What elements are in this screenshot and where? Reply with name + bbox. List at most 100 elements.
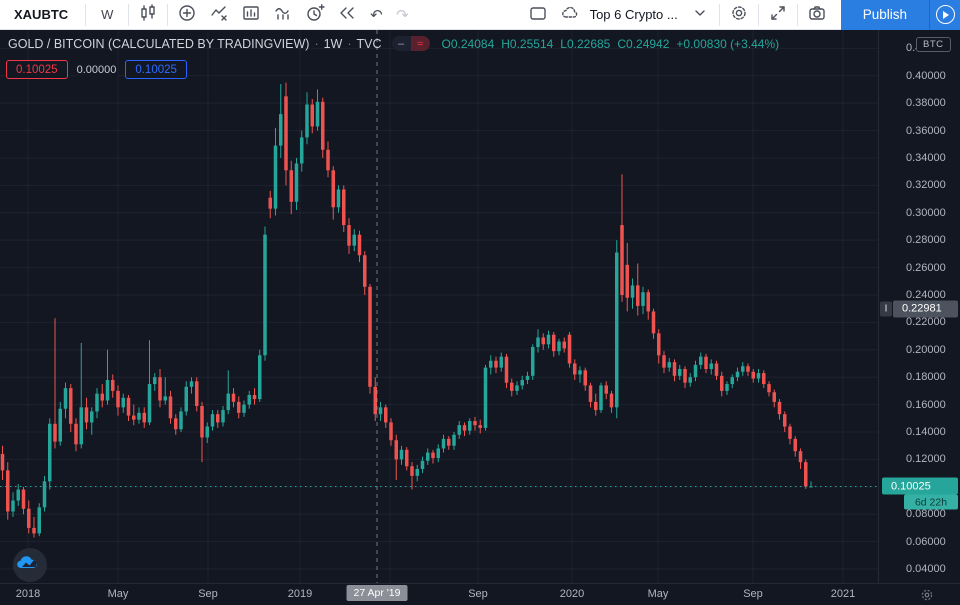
price-tick: 0.22000 <box>906 316 946 329</box>
legend-flags: – ≈ <box>391 36 430 51</box>
financial-metrics-button[interactable] <box>238 2 264 28</box>
ohlc-item: O0.24084 <box>441 36 495 51</box>
cloud-save-button[interactable] <box>557 2 583 28</box>
redo-arrow-icon: ↷ <box>396 6 409 24</box>
crosshair-price-label: 0.22981 <box>893 300 958 318</box>
time-axis-settings-button[interactable] <box>920 588 934 605</box>
toolbar-right: Top 6 Crypto ... Publish <box>522 0 960 30</box>
change-value: +0.00830 (+3.44%) <box>676 36 780 51</box>
crosshair-marker: I <box>880 301 892 317</box>
ohlc-item: C0.24942 <box>617 36 670 51</box>
candles-group <box>0 82 813 538</box>
legend-exchange[interactable]: TVC <box>356 36 382 51</box>
ohlc-values: O0.24084 H0.25514 L0.22685 C0.24942 +0.00830… <box>442 37 787 51</box>
bar-chart-frame-icon <box>241 3 261 26</box>
approx-data-flag[interactable]: ≈ <box>410 36 430 51</box>
toolbar-divider <box>128 3 130 26</box>
publish-divider <box>929 0 930 30</box>
cloud-icon <box>560 3 580 26</box>
legend-interval[interactable]: 1W <box>323 36 343 51</box>
price-tick: 0.12000 <box>906 453 946 466</box>
price-chip-plain[interactable]: 0.00000 <box>74 60 119 79</box>
indicators-button[interactable] <box>206 2 232 28</box>
last-price-label: 0.10025 <box>882 477 958 495</box>
time-axis[interactable]: 2018MaySep2019MaySep2020MaySep202127 Apr… <box>0 583 960 605</box>
price-tick: 0.38000 <box>906 97 946 110</box>
price-tick: 0.28000 <box>906 234 946 247</box>
time-tick: May <box>107 588 129 600</box>
hide-series-button[interactable]: – <box>391 36 411 51</box>
compare-plus-icon <box>177 3 197 26</box>
layout-dropdown-button[interactable] <box>687 2 713 28</box>
chart-type-button[interactable] <box>135 2 161 28</box>
candlestick-chart-icon <box>138 3 158 26</box>
price-tick: 0.16000 <box>906 398 946 411</box>
replay-button[interactable] <box>334 2 360 28</box>
top-toolbar: XAUBTC W ↶ ↷ Top 6 Crypto ... <box>0 0 960 30</box>
layout-name-label[interactable]: Top 6 Crypto ... <box>589 7 678 22</box>
camera-icon <box>807 3 827 26</box>
undo-arrow-icon: ↶ <box>370 6 383 24</box>
chevron-down-icon <box>694 7 706 22</box>
price-chip-red[interactable]: 0.10025 <box>6 60 68 79</box>
price-tick: 0.30000 <box>906 206 946 219</box>
wave-bars-icon <box>273 3 293 26</box>
price-tick: 0.40000 <box>906 69 946 82</box>
snapshot-button[interactable] <box>804 2 830 28</box>
candlestick-chart[interactable] <box>0 30 878 583</box>
gear-icon <box>729 3 749 26</box>
ohlc-item: L0.22685 <box>560 36 611 51</box>
time-tick: Sep <box>468 588 488 600</box>
symbol-button[interactable]: XAUBTC <box>10 2 82 28</box>
toolbar-divider <box>85 3 87 26</box>
time-tick: Sep <box>743 588 763 600</box>
play-button[interactable] <box>930 0 960 30</box>
price-tick: 0.32000 <box>906 179 946 192</box>
price-tick: 0.36000 <box>906 124 946 137</box>
price-tick: 0.14000 <box>906 426 946 438</box>
indicators-icon <box>209 3 229 26</box>
layout-rect-icon <box>528 3 548 26</box>
time-tick: 2021 <box>830 588 856 600</box>
play-circle-icon <box>935 5 955 24</box>
fullscreen-button[interactable] <box>765 2 791 28</box>
legend-title[interactable]: GOLD / BITCOIN (CALCULATED BY TRADINGVIE… <box>8 36 310 51</box>
time-tick: 2019 <box>287 588 313 600</box>
rewind-icon <box>337 3 357 26</box>
drawing-date-label: 27 Apr '19 <box>346 585 408 601</box>
price-tick: 0.26000 <box>906 261 946 274</box>
time-tick: 2018 <box>15 588 41 600</box>
price-tick: 0.20000 <box>906 343 946 356</box>
currency-toggle-button[interactable]: BTC <box>916 37 951 52</box>
price-tick: 0.06000 <box>906 535 946 548</box>
price-tick: 0.24000 <box>906 288 946 301</box>
publish-group: Publish <box>840 0 960 30</box>
price-tick: 0.18000 <box>906 371 946 384</box>
price-level-chips: 0.10025 0.00000 0.10025 <box>6 60 194 79</box>
interval-button[interactable]: W <box>89 2 125 28</box>
time-tick: Sep <box>198 588 218 600</box>
bar-countdown-label: 6d 22h <box>904 494 958 510</box>
price-tick: 0.04000 <box>906 563 946 576</box>
price-axis[interactable]: 0.040000.060000.080000.100000.120000.140… <box>878 30 960 583</box>
redo-button[interactable]: ↷ <box>389 2 415 28</box>
alert-button[interactable] <box>302 2 328 28</box>
tradingview-logo[interactable] <box>11 546 49 584</box>
fundamentals-button[interactable] <box>270 2 296 28</box>
undo-button[interactable]: ↶ <box>363 2 389 28</box>
toolbar-divider <box>796 3 798 26</box>
chart-pane[interactable]: GOLD / BITCOIN (CALCULATED BY TRADINGVIE… <box>0 30 878 583</box>
layout-select-button[interactable] <box>525 2 551 28</box>
alert-clock-plus-icon <box>305 3 326 26</box>
ohlc-item: H0.25514 <box>501 36 554 51</box>
settings-button[interactable] <box>726 2 752 28</box>
time-tick: 2020 <box>559 588 585 600</box>
expand-arrows-icon <box>768 3 788 26</box>
toolbar-left: XAUBTC W ↶ ↷ <box>0 0 415 29</box>
compare-button[interactable] <box>174 2 200 28</box>
price-chip-blue[interactable]: 0.10025 <box>125 60 187 79</box>
price-tick: 0.34000 <box>906 151 946 164</box>
publish-button[interactable]: Publish <box>840 0 929 30</box>
toolbar-divider <box>167 3 169 26</box>
